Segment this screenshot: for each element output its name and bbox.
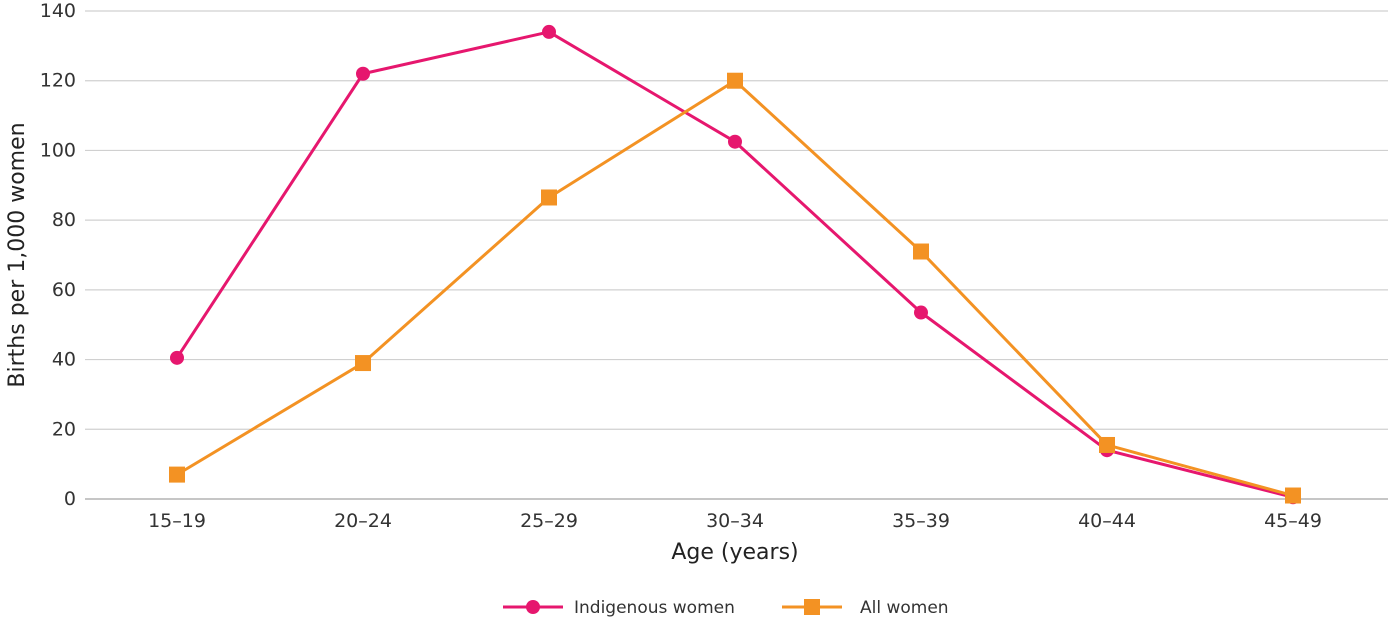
x-tick-label: 20–24 [334, 510, 392, 532]
y-tick-label: 140 [40, 0, 76, 22]
series-2 [169, 72, 1301, 504]
y-tick-label: 40 [52, 349, 76, 371]
legend-marker [804, 599, 820, 615]
data-point [1099, 436, 1115, 453]
series-line [175, 30, 1294, 499]
data-point [542, 24, 556, 39]
data-point [727, 72, 743, 89]
data-point [356, 66, 370, 81]
y-tick-label: 80 [52, 209, 76, 231]
legend-item: All women [782, 598, 949, 617]
legend-item: Indigenous women [503, 598, 735, 617]
data-point [355, 355, 371, 372]
x-tick-label: 40–44 [1078, 510, 1136, 532]
series-lines [169, 24, 1301, 505]
gridlines [85, 10, 1388, 500]
x-tick-label: 15–19 [148, 510, 206, 532]
data-point [914, 305, 928, 320]
legend-label: Indigenous women [574, 598, 735, 617]
series-1 [170, 24, 1300, 505]
data-point [728, 134, 742, 149]
legend-marker [526, 600, 540, 614]
y-axis-title: Births per 1,000 women [5, 122, 30, 387]
y-tick-label: 0 [64, 488, 76, 510]
x-axis-tick-labels: 15–19 20–24 25–29 30–34 35–39 40–44 45–49 [148, 510, 1322, 532]
data-point [170, 350, 184, 365]
y-axis-tick-labels: 0 20 40 60 80 100 120 140 [40, 0, 76, 510]
y-tick-label: 20 [52, 418, 76, 440]
x-axis-title: Age (years) [671, 540, 798, 565]
y-tick-label: 100 [40, 139, 76, 161]
x-tick-label: 30–34 [706, 510, 764, 532]
data-point [541, 189, 557, 206]
y-tick-label: 60 [52, 279, 76, 301]
x-tick-label: 35–39 [892, 510, 950, 532]
data-point [169, 466, 185, 483]
x-tick-label: 45–49 [1264, 510, 1322, 532]
data-point [1285, 487, 1301, 504]
data-point [913, 243, 929, 260]
legend-label: All women [860, 598, 949, 617]
x-tick-label: 25–29 [520, 510, 578, 532]
y-tick-label: 120 [40, 70, 76, 92]
legend: Indigenous women All women [503, 598, 949, 617]
